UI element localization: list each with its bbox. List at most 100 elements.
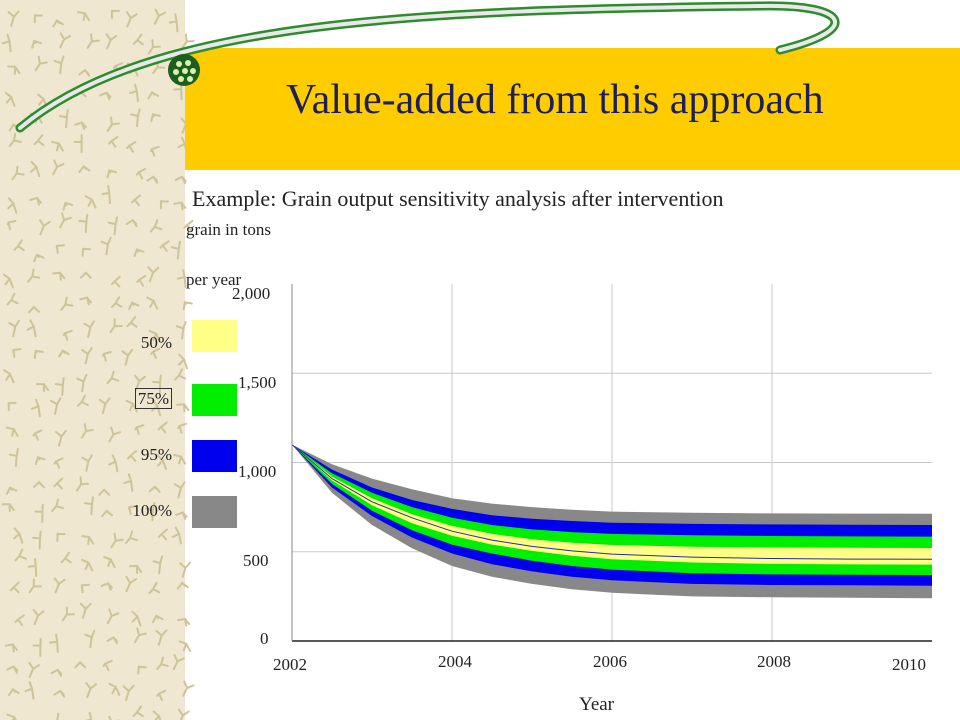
pattern-mark bbox=[157, 421, 168, 434]
pattern-mark bbox=[182, 301, 193, 311]
pattern-mark bbox=[110, 275, 121, 288]
pattern-mark bbox=[3, 369, 15, 384]
patterned-side-panel bbox=[0, 0, 185, 720]
pattern-mark bbox=[106, 169, 118, 179]
pattern-mark bbox=[98, 488, 111, 496]
pattern-mark bbox=[75, 476, 90, 492]
pattern-mark bbox=[101, 509, 114, 518]
pattern-mark bbox=[135, 168, 147, 180]
pattern-mark bbox=[77, 11, 91, 22]
pattern-mark bbox=[2, 273, 14, 289]
pattern-mark bbox=[133, 248, 145, 258]
pattern-mark bbox=[159, 200, 170, 210]
pattern-mark bbox=[148, 581, 161, 595]
pattern-mark bbox=[28, 578, 42, 594]
pattern-mark bbox=[156, 454, 167, 471]
pattern-mark bbox=[56, 532, 66, 542]
pattern-mark bbox=[62, 329, 73, 341]
pattern-mark bbox=[52, 271, 66, 281]
pattern-mark bbox=[32, 480, 45, 489]
pattern-mark bbox=[80, 423, 94, 439]
pattern-mark bbox=[101, 185, 111, 205]
pattern-mark bbox=[81, 535, 95, 545]
pattern-mark bbox=[49, 633, 59, 653]
pattern-mark bbox=[137, 665, 147, 675]
pattern-mark bbox=[7, 401, 17, 412]
pattern-mark bbox=[145, 502, 156, 522]
pattern-mark bbox=[110, 532, 124, 549]
pattern-mark bbox=[173, 453, 187, 465]
pattern-mark bbox=[174, 175, 187, 185]
y-tick-label-500: 500 bbox=[243, 551, 269, 570]
pattern-mark bbox=[175, 320, 187, 340]
pattern-mark bbox=[126, 141, 137, 153]
x-tick-label-2010: 2010 bbox=[892, 655, 926, 674]
pattern-mark bbox=[38, 219, 51, 236]
chart-subtitle: Example: Grain output sensitivity analys… bbox=[192, 186, 724, 211]
title-banner bbox=[185, 48, 960, 170]
pattern-mark bbox=[134, 424, 145, 435]
pattern-mark bbox=[12, 348, 22, 358]
pattern-mark bbox=[105, 33, 118, 50]
pattern-mark bbox=[84, 496, 95, 516]
pattern-mark bbox=[129, 83, 139, 103]
pattern-mark bbox=[78, 213, 89, 233]
pattern-mark bbox=[181, 33, 195, 50]
pattern-mark bbox=[108, 454, 119, 473]
pattern-mark bbox=[8, 319, 20, 338]
pattern-mark bbox=[80, 583, 90, 594]
pattern-mark bbox=[11, 165, 25, 181]
legend-label-50: 50% bbox=[140, 333, 172, 352]
pattern-mark bbox=[34, 55, 48, 72]
pattern-mark bbox=[159, 240, 170, 253]
pattern-mark bbox=[179, 561, 192, 579]
pattern-mark bbox=[174, 368, 187, 381]
pattern-mark bbox=[146, 296, 159, 310]
pattern-mark bbox=[126, 315, 138, 328]
pattern-mark bbox=[30, 398, 41, 418]
pattern-mark bbox=[29, 196, 43, 206]
confidence-band-75 bbox=[292, 444, 932, 575]
pattern-mark bbox=[127, 504, 138, 515]
legend-label-100: 100% bbox=[132, 501, 172, 520]
pattern-mark bbox=[31, 39, 42, 49]
pattern-mark bbox=[78, 164, 91, 174]
pattern-mark bbox=[125, 399, 138, 413]
pattern-mark bbox=[6, 219, 17, 231]
pattern-mark bbox=[108, 715, 120, 720]
pattern-mark bbox=[131, 194, 142, 207]
pattern-mark bbox=[50, 140, 64, 152]
pattern-mark bbox=[79, 602, 92, 619]
legend-swatch-50 bbox=[192, 320, 237, 352]
pattern-mark bbox=[52, 19, 64, 28]
pattern-mark bbox=[60, 296, 74, 311]
pattern-mark bbox=[8, 132, 22, 147]
legend-label-75: 75% bbox=[112, 388, 172, 409]
y-tick-label-2000: 2,000 bbox=[232, 284, 271, 303]
pattern-mark bbox=[156, 689, 167, 702]
bullet-ornament-icon bbox=[168, 54, 200, 86]
pattern-mark bbox=[106, 608, 120, 625]
pattern-mark bbox=[58, 109, 69, 129]
pattern-mark bbox=[77, 394, 89, 407]
pattern-mark bbox=[168, 13, 179, 33]
pattern-mark bbox=[74, 661, 87, 669]
pattern-mark bbox=[14, 614, 25, 627]
pattern-mark bbox=[106, 635, 119, 645]
pattern-mark bbox=[6, 292, 19, 306]
pattern-mark bbox=[122, 684, 135, 702]
pattern-mark bbox=[100, 581, 113, 591]
pattern-mark bbox=[14, 548, 27, 562]
pattern-mark bbox=[108, 426, 122, 443]
pattern-mark bbox=[32, 530, 42, 550]
pattern-mark bbox=[56, 712, 60, 720]
legend-label-75-text: 75% bbox=[134, 388, 172, 409]
decorative-arc-highlight bbox=[18, 3, 837, 130]
pattern-mark bbox=[60, 551, 72, 564]
pattern-mark bbox=[156, 656, 169, 671]
pattern-mark bbox=[146, 175, 159, 184]
y-tick-label-0: 0 bbox=[260, 629, 269, 648]
pattern-mark bbox=[53, 577, 66, 594]
pattern-mark bbox=[5, 486, 18, 495]
